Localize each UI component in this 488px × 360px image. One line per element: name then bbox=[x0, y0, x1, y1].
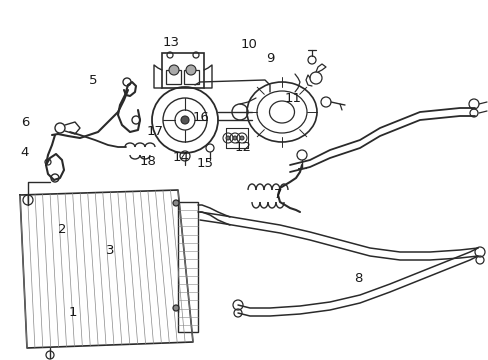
Circle shape bbox=[225, 136, 229, 140]
Bar bbox=[162, 53, 203, 88]
Circle shape bbox=[181, 116, 189, 124]
Text: 6: 6 bbox=[21, 117, 29, 130]
Text: 4: 4 bbox=[21, 147, 29, 159]
Text: 15: 15 bbox=[196, 157, 213, 171]
Bar bbox=[165, 70, 181, 84]
Text: 11: 11 bbox=[284, 91, 301, 104]
Bar bbox=[178, 202, 198, 332]
Text: 12: 12 bbox=[234, 141, 251, 154]
Text: 16: 16 bbox=[192, 112, 209, 125]
Text: 5: 5 bbox=[88, 73, 97, 86]
Circle shape bbox=[185, 65, 196, 75]
Circle shape bbox=[173, 305, 179, 311]
Circle shape bbox=[232, 136, 237, 140]
Text: 18: 18 bbox=[139, 156, 156, 168]
Text: 9: 9 bbox=[265, 51, 274, 64]
Text: 10: 10 bbox=[240, 37, 257, 50]
Text: 8: 8 bbox=[353, 271, 362, 284]
Text: 7: 7 bbox=[273, 189, 282, 202]
Text: 14: 14 bbox=[172, 152, 189, 165]
Text: 2: 2 bbox=[58, 224, 66, 237]
Text: 17: 17 bbox=[146, 126, 163, 139]
Text: 13: 13 bbox=[162, 36, 179, 49]
Circle shape bbox=[169, 65, 179, 75]
Circle shape bbox=[173, 200, 179, 206]
Text: 3: 3 bbox=[105, 243, 114, 256]
Bar bbox=[183, 70, 199, 84]
Circle shape bbox=[240, 136, 244, 140]
Text: 1: 1 bbox=[69, 306, 77, 319]
